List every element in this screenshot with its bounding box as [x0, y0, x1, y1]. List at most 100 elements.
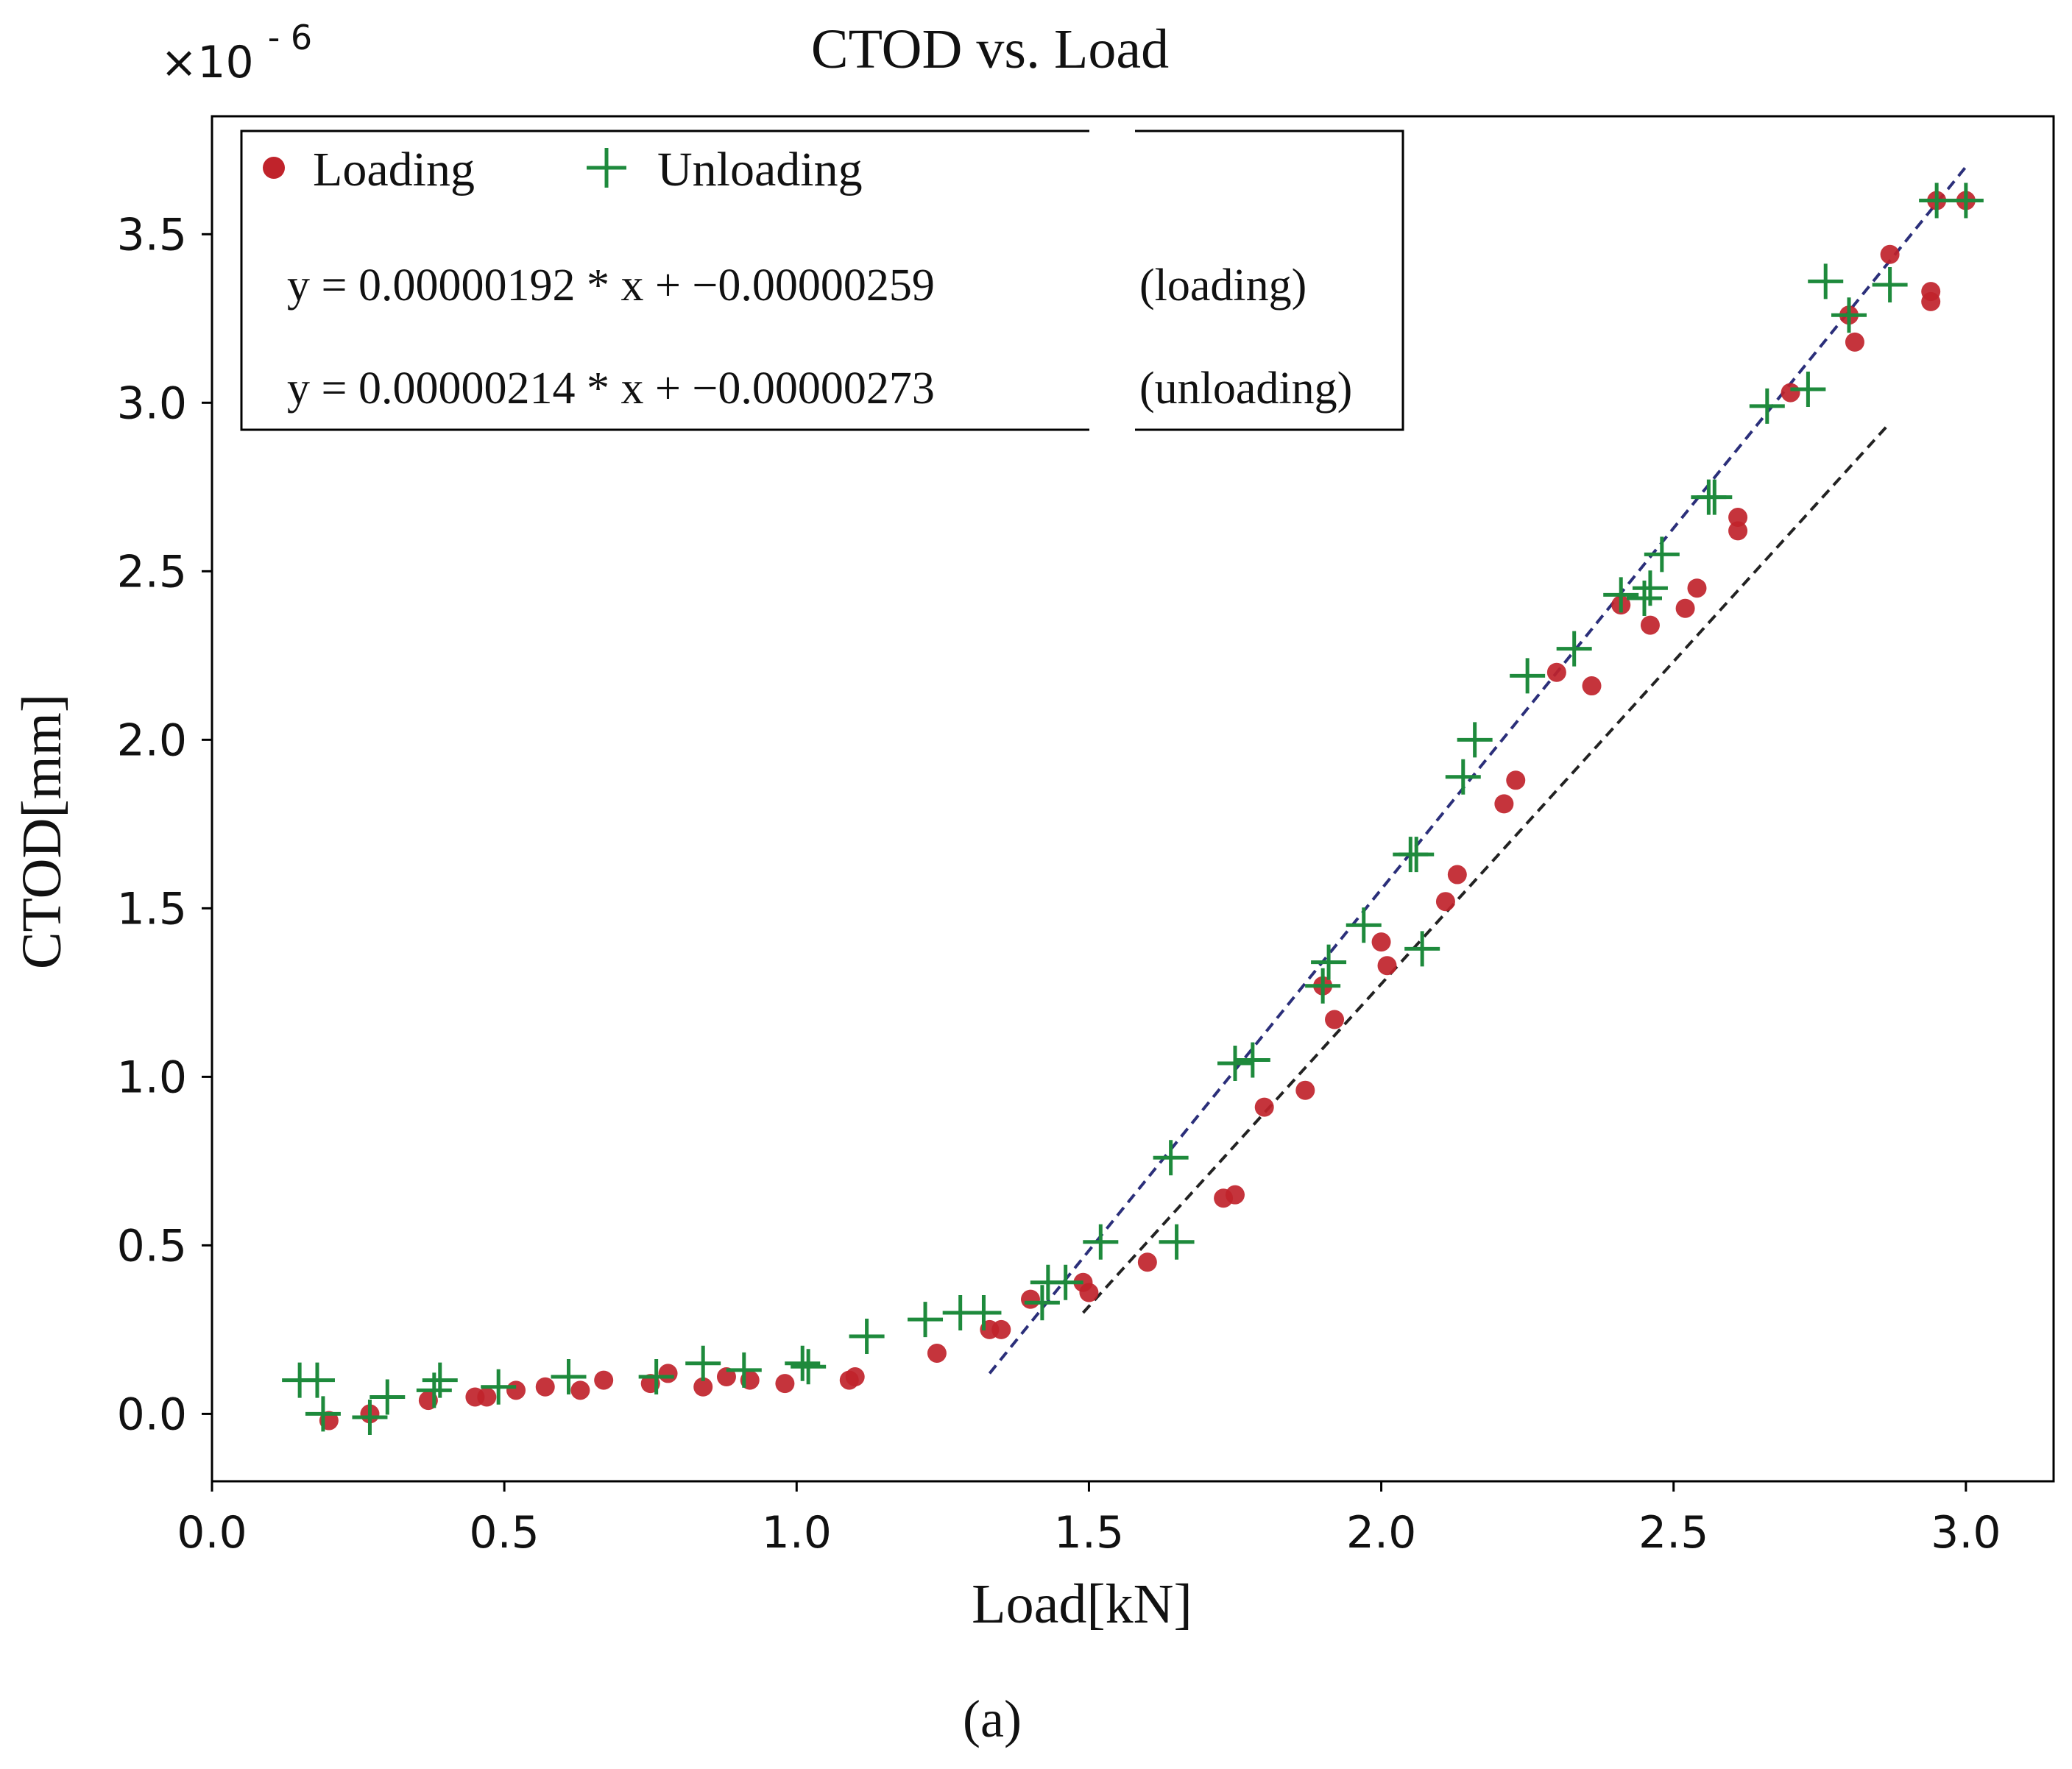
point-loading-40 — [1675, 598, 1695, 618]
point-unloading-44 — [1808, 263, 1844, 299]
point-loading-19 — [991, 1319, 1011, 1339]
point-unloading-35 — [1556, 631, 1592, 667]
point-unloading-20 — [1047, 1264, 1083, 1300]
x-tick-label-0: 0.0 — [177, 1507, 247, 1559]
point-unloading-48 — [1948, 182, 1984, 219]
point-unloading-23 — [1159, 1224, 1195, 1260]
legend-equation-loading: y = 0.00000192 * x + −0.00000259 — [287, 260, 935, 311]
point-loading-36 — [1546, 662, 1566, 682]
point-unloading-38 — [1632, 570, 1668, 606]
point-unloading-28 — [1346, 907, 1382, 943]
point-unloading-6 — [422, 1362, 458, 1398]
point-loading-14 — [775, 1374, 795, 1394]
point-unloading-3 — [352, 1399, 388, 1435]
point-loading-26 — [1254, 1097, 1274, 1117]
point-loading-16 — [845, 1367, 865, 1387]
point-unloading-31 — [1404, 931, 1440, 967]
point-unloading-4 — [370, 1379, 406, 1415]
figure-caption: (a) — [963, 1690, 1022, 1748]
point-loading-33 — [1447, 865, 1467, 884]
point-loading-23 — [1137, 1252, 1157, 1272]
point-unloading-1 — [299, 1362, 335, 1398]
point-loading-39 — [1640, 615, 1660, 635]
y-tick-label-4: 2.0 — [117, 715, 187, 766]
point-loading-10 — [658, 1364, 678, 1383]
plot-area-frame — [211, 115, 2055, 1483]
x-tick-label-3: 1.5 — [1054, 1507, 1124, 1559]
legend-equation-unloading-tag: (unloading) — [1139, 364, 1352, 414]
x-tick-label-4: 2.0 — [1346, 1507, 1416, 1559]
legend-box — [240, 130, 1404, 431]
y-tick-label-0: 0.0 — [117, 1389, 187, 1440]
point-loading-32 — [1435, 892, 1455, 912]
point-unloading-36 — [1603, 577, 1639, 613]
point-unloading-12 — [785, 1345, 821, 1381]
legend-equation-loading-tag: (loading) — [1139, 260, 1307, 311]
data-points — [282, 182, 1984, 1435]
point-unloading-8 — [551, 1359, 587, 1395]
point-loading-17 — [927, 1343, 947, 1363]
point-unloading-14 — [849, 1319, 885, 1355]
legend-marker-loading — [263, 157, 285, 179]
point-unloading-2 — [305, 1396, 341, 1432]
x-axis-label: Load[kN] — [972, 1573, 1192, 1635]
point-loading-46 — [1845, 332, 1864, 352]
point-loading-37 — [1582, 676, 1602, 696]
legend-marker-unloading — [587, 148, 626, 188]
y-axis-label: CTOD[mm] — [11, 694, 73, 969]
point-unloading-46 — [1872, 267, 1908, 303]
point-unloading-17 — [966, 1294, 1002, 1330]
point-unloading-9 — [638, 1359, 674, 1395]
point-loading-8 — [594, 1370, 614, 1390]
point-unloading-43 — [1790, 372, 1826, 407]
point-loading-12 — [716, 1367, 736, 1387]
legend-label-unloading: Unloading — [657, 143, 863, 196]
point-loading-31 — [1377, 956, 1397, 976]
point-unloading-39 — [1644, 536, 1680, 572]
point-unloading-34 — [1510, 658, 1546, 694]
point-unloading-10 — [685, 1345, 721, 1381]
y-tick-label-7: 3.5 — [117, 209, 187, 260]
y-exponent-power: - 6 — [268, 18, 313, 57]
point-unloading-27 — [1311, 944, 1347, 980]
y-tick-label-2: 1.0 — [117, 1052, 187, 1103]
point-unloading-7 — [481, 1369, 517, 1405]
point-unloading-24 — [1217, 1046, 1253, 1082]
point-loading-6 — [535, 1377, 555, 1397]
fit-lines — [988, 166, 1967, 1375]
point-unloading-33 — [1457, 722, 1493, 758]
point-loading-34 — [1494, 794, 1514, 814]
point-loading-30 — [1371, 932, 1391, 952]
point-unloading-13 — [791, 1349, 827, 1385]
point-unloading-41 — [1697, 479, 1733, 515]
point-unloading-45 — [1831, 297, 1867, 333]
point-unloading-11 — [726, 1352, 762, 1388]
point-loading-7 — [570, 1380, 590, 1400]
point-unloading-15 — [908, 1302, 944, 1338]
legend-gap — [1089, 125, 1135, 438]
point-loading-4 — [477, 1387, 497, 1407]
point-loading-43 — [1728, 508, 1748, 528]
point-loading-42 — [1728, 521, 1748, 541]
x-tick-label-6: 3.0 — [1931, 1507, 2001, 1559]
point-loading-47 — [1880, 244, 1900, 264]
point-unloading-32 — [1445, 759, 1481, 795]
point-loading-44 — [1781, 383, 1800, 403]
fit-line-loading-fit — [1082, 422, 1892, 1314]
fit-line-unloading-fit — [988, 166, 1967, 1375]
point-unloading-22 — [1153, 1140, 1189, 1176]
y-tick-label-1: 0.5 — [117, 1220, 187, 1272]
chart-title: CTOD vs. Load — [811, 18, 1169, 80]
point-loading-22 — [1079, 1283, 1099, 1302]
point-unloading-25 — [1234, 1042, 1270, 1078]
y-tick-label-3: 1.5 — [117, 883, 187, 935]
point-unloading-30 — [1399, 837, 1435, 873]
y-tick-label-5: 2.5 — [117, 546, 187, 598]
point-unloading-21 — [1083, 1224, 1119, 1260]
point-loading-25 — [1226, 1185, 1245, 1205]
legend-label-loading: Loading — [313, 143, 475, 196]
y-exponent-label: ×10 - 6 — [160, 18, 312, 88]
legend: Loading Unloading y = 0.00000192 * x + −… — [240, 125, 1404, 438]
y-tick-label-6: 3.0 — [117, 377, 187, 429]
